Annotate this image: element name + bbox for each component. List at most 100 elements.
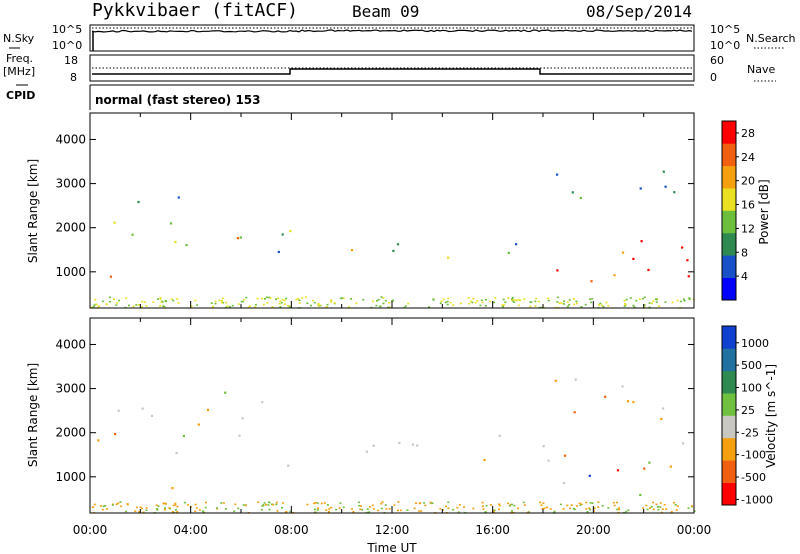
time-xlabel: Time UT <box>366 541 417 554</box>
ground-scatter-cell <box>231 304 234 307</box>
ground-scatter-cell <box>641 297 644 300</box>
cpid-label: CPID <box>6 89 36 102</box>
colorbar-frame <box>721 325 737 506</box>
ground-scatter-cell <box>447 501 450 504</box>
ground-scatter-cell <box>388 306 391 308</box>
ground-scatter-cell <box>118 299 120 302</box>
ground-scatter-cell <box>406 509 409 511</box>
ground-scatter-cell <box>618 508 621 511</box>
ground-scatter-cell <box>562 303 565 305</box>
colorbar-swatch <box>722 482 736 506</box>
ground-scatter-cell <box>113 298 115 301</box>
scatter-cell <box>174 240 177 244</box>
cpid-text: normal (fast stereo) 153 <box>95 93 261 107</box>
ground-scatter-cell <box>652 300 655 302</box>
scatter-cell <box>588 474 591 477</box>
ground-scatter-cell <box>607 304 610 307</box>
ground-scatter-cell <box>244 504 247 507</box>
ground-scatter-cell <box>601 505 604 507</box>
ground-scatter-cell <box>439 508 442 510</box>
ground-scatter-cell <box>298 302 301 304</box>
ground-scatter-cell <box>452 304 455 306</box>
colorbar-swatch <box>722 255 736 278</box>
scatter-cell <box>669 465 672 468</box>
scatter-cell <box>206 408 210 411</box>
ground-scatter-cell <box>312 299 315 302</box>
colorbar-swatch <box>722 415 736 439</box>
ground-scatter-cell <box>480 299 483 302</box>
scatter-cell <box>109 275 112 278</box>
ground-scatter-cell <box>428 306 431 308</box>
ground-scatter-cell <box>372 508 375 510</box>
ground-scatter-cell <box>95 303 98 306</box>
scatter-cell <box>613 274 616 277</box>
ground-scatter-cell <box>267 501 270 503</box>
ground-scatter-cell <box>517 507 520 510</box>
scatter-cell <box>350 249 354 252</box>
ground-scatter-cell <box>643 296 646 299</box>
ground-scatter-cell <box>652 501 655 504</box>
scatter-cell <box>114 432 117 436</box>
ground-scatter-cell <box>590 301 593 304</box>
scatter-cell <box>224 391 227 394</box>
ground-scatter-cell <box>511 298 514 300</box>
scatter-cell <box>236 237 240 240</box>
ground-scatter-cell <box>683 300 686 302</box>
ground-scatter-cell <box>358 504 361 507</box>
ground-scatter-cell <box>93 503 96 506</box>
ground-scatter-cell <box>542 502 545 504</box>
nsky-tick-high: 10^5 <box>52 23 83 36</box>
y-tick-label: 1000 <box>55 470 86 484</box>
scatter-cell <box>556 173 559 176</box>
scatter-cell <box>182 434 185 438</box>
ground-scatter-cell <box>145 507 148 509</box>
ground-scatter-cell <box>492 511 495 513</box>
scatter-cell <box>660 417 663 421</box>
ground-scatter-cell <box>657 508 660 511</box>
ground-scatter-cell <box>275 501 278 504</box>
ground-scatter-cell <box>104 505 107 507</box>
colorbar-swatch <box>722 348 736 372</box>
ground-scatter-cell <box>204 506 207 509</box>
scatter-cell <box>662 170 665 173</box>
scatter-cell <box>604 395 607 398</box>
ground-scatter-cell <box>300 297 303 299</box>
scatter-cell <box>647 268 650 272</box>
ground-scatter-cell <box>579 504 582 506</box>
nave-label: Nave <box>747 63 776 76</box>
ground-scatter-cell <box>481 301 484 304</box>
ground-scatter-cell <box>174 509 177 511</box>
ground-scatter-cell <box>335 508 338 511</box>
ground-scatter-cell <box>569 507 572 510</box>
y-tick-label: 2000 <box>55 426 86 440</box>
ground-scatter-cell <box>563 300 566 303</box>
scatter-cell <box>632 257 635 260</box>
ground-scatter-cell <box>489 504 492 506</box>
ground-scatter-cell <box>625 510 628 513</box>
ground-scatter-cell <box>523 298 526 300</box>
colorbar-tick-label: 100 <box>741 382 762 395</box>
ground-scatter-cell <box>693 510 696 512</box>
colorbar-swatch <box>722 326 736 349</box>
ground-scatter-cell <box>265 503 267 506</box>
ground-scatter-cell <box>633 306 636 308</box>
ground-scatter-cell <box>553 510 556 513</box>
ground-scatter-cell <box>632 304 635 307</box>
ground-scatter-cell <box>471 301 474 304</box>
ground-scatter-cell <box>326 504 329 506</box>
ground-scatter-cell <box>585 501 588 504</box>
ground-scatter-cell <box>559 503 562 506</box>
scatter-cell <box>556 269 559 272</box>
scatter-cell <box>185 244 188 247</box>
ground-scatter-cell <box>264 298 266 300</box>
ground-scatter-cell <box>214 302 217 305</box>
nsearch-label: N.Search <box>746 32 796 45</box>
ground-scatter-cell <box>98 305 100 308</box>
ground-scatter-cell <box>267 504 270 506</box>
colorbar-swatch <box>722 460 736 483</box>
ground-scatter-cell <box>589 508 592 511</box>
ground-scatter-cell <box>616 501 618 504</box>
ground-scatter-cell <box>117 502 120 505</box>
scatter-cell <box>640 240 643 243</box>
ground-scatter-cell <box>310 304 312 307</box>
